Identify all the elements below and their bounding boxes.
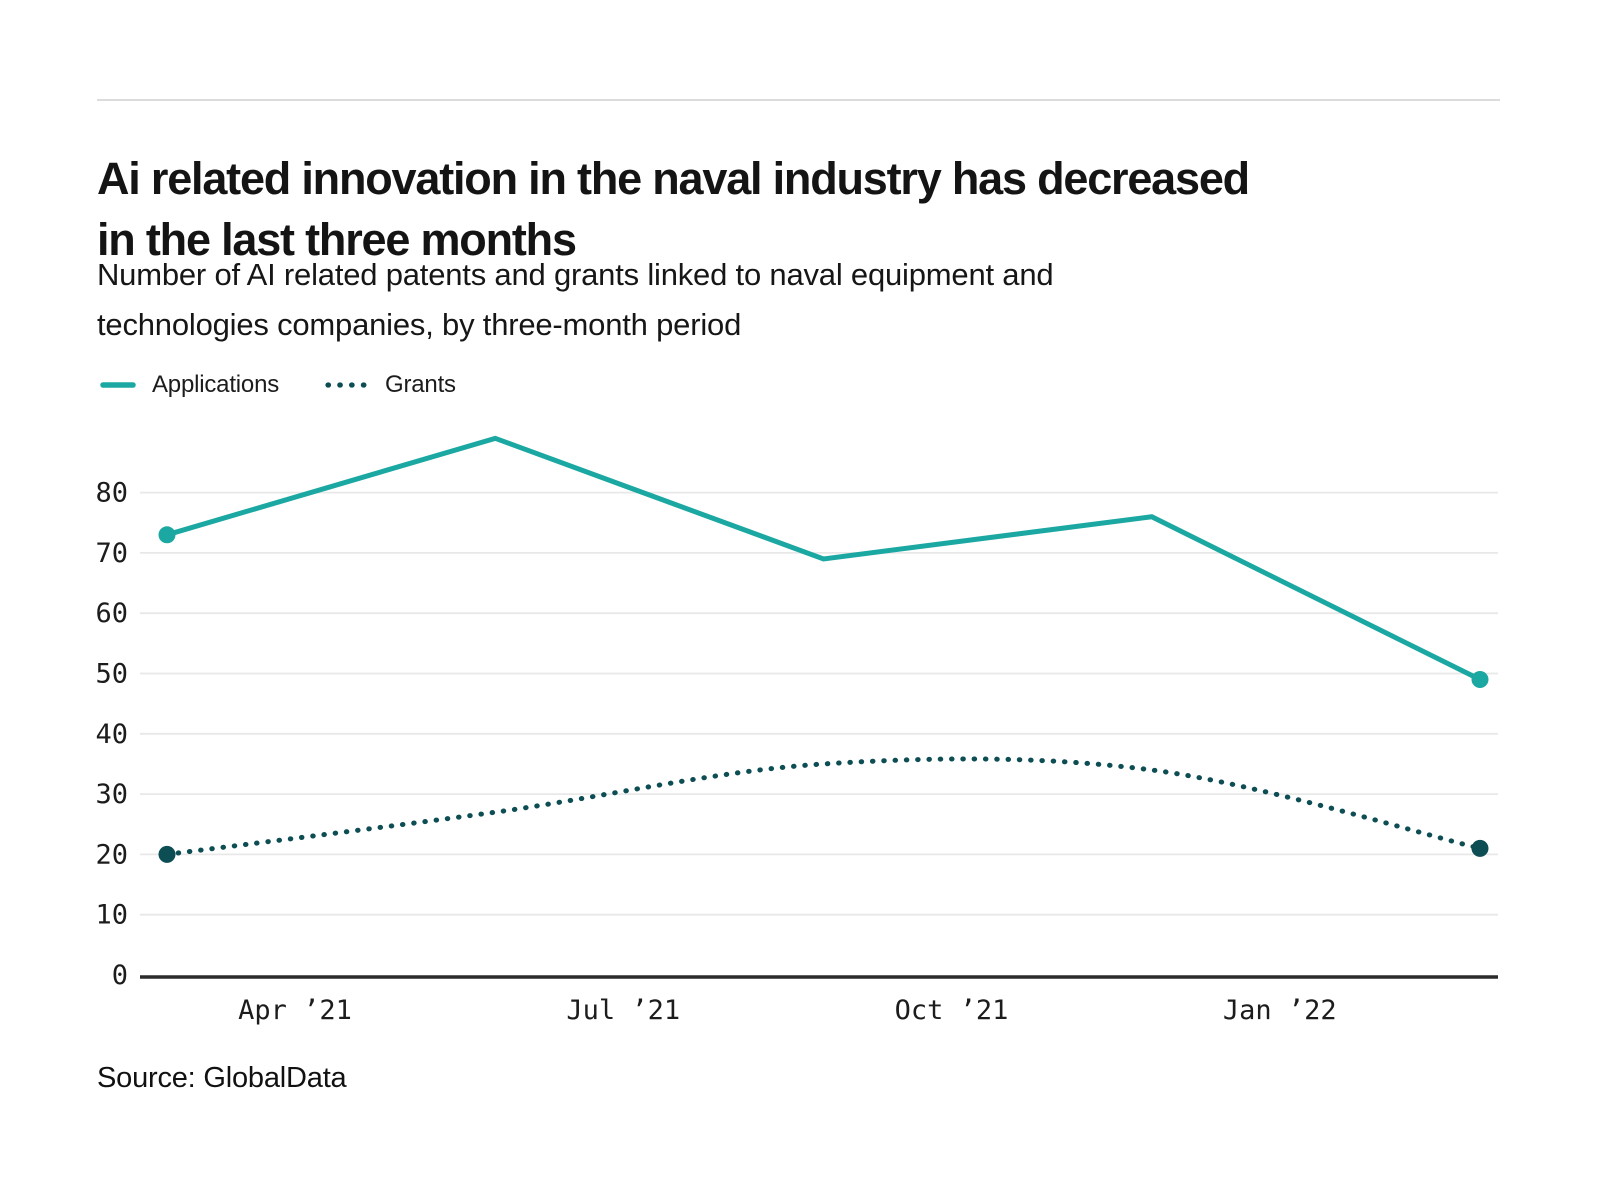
page-title: Ai related innovation in the naval indus… [97,148,1517,270]
chart-legend: Applications Grants [100,370,486,400]
x-tick-label: Jan ’22 [1223,995,1337,1026]
y-tick-label: 80 [95,478,128,509]
series-line-grants [164,756,1483,857]
top-divider [97,99,1500,101]
page-title-line-2: in the last three months [97,214,577,266]
chart-subtitle-line-1: Number of AI related patents and grants … [97,257,1054,292]
series-line-applications [166,435,1482,682]
y-tick-label: 20 [95,839,128,870]
page-title-line-1: Ai related innovation in the naval indus… [97,153,1250,205]
series-endpoint-marker-grants [1471,839,1489,857]
source-caption: Source: GlobalData [97,1062,347,1094]
chart-subtitle: Number of AI related patents and grants … [97,250,1517,350]
y-tick-label: 40 [95,719,128,750]
y-tick-label: 30 [95,779,128,810]
legend-label-grants: Grants [385,371,456,398]
chart-subtitle-line-2: technologies companies, by three-month p… [97,307,742,342]
x-tick-label: Jul ’21 [566,995,680,1026]
series-endpoint-marker-applications [1471,671,1489,689]
series-endpoint-marker-grants [158,845,176,863]
x-tick-label: Apr ’21 [238,995,352,1026]
legend-label-applications: Applications [152,371,280,398]
y-tick-label: 0 [112,960,128,991]
y-tick-label: 70 [95,538,128,569]
y-tick-label: 10 [95,900,128,931]
legend-solid-line-icon [100,382,136,388]
x-tick-label: Oct ’21 [895,995,1009,1026]
series-endpoint-marker-applications [158,526,176,544]
y-tick-label: 50 [95,659,128,690]
y-tick-label: 60 [95,598,128,629]
